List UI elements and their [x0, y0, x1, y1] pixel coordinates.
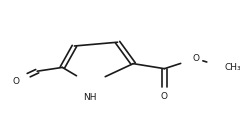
Text: O: O [192, 54, 199, 63]
Text: CH₃: CH₃ [224, 63, 240, 72]
Text: O: O [161, 92, 168, 101]
Text: O: O [12, 77, 19, 86]
Text: NH: NH [83, 93, 97, 102]
